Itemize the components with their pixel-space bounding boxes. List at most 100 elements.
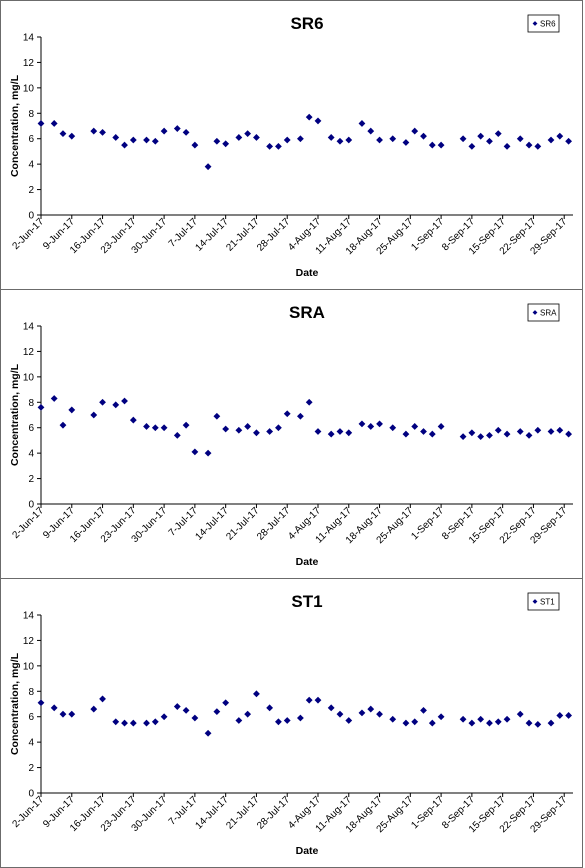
data-point [534, 142, 542, 150]
y-tick-label: 0 [28, 211, 34, 222]
data-point [244, 423, 252, 430]
data-point [50, 704, 58, 712]
data-point [90, 411, 98, 419]
data-point [173, 125, 181, 132]
data-point [143, 423, 150, 430]
data-point [99, 695, 106, 703]
data-point [129, 416, 137, 424]
data-point [173, 431, 181, 439]
data-point [402, 719, 410, 727]
data-point [565, 430, 573, 438]
y-tick-label: 10 [23, 83, 35, 94]
data-point [428, 141, 436, 149]
data-point [160, 424, 168, 432]
data-point [222, 699, 230, 707]
data-point [494, 130, 502, 138]
chart-svg-sra: SRA024681012142-Jun-179-Jun-1716-Jun-172… [9, 303, 573, 568]
data-point [534, 426, 542, 434]
data-point [411, 423, 419, 430]
data-point [486, 719, 493, 727]
data-point [420, 132, 427, 140]
data-point [275, 718, 282, 726]
y-tick-label: 14 [23, 322, 35, 333]
x-axis-label: Date [296, 267, 319, 279]
data-point [222, 140, 230, 148]
data-point [477, 433, 485, 441]
data-point [376, 710, 383, 718]
y-axis-label: Concentration, mg/L [9, 652, 21, 755]
data-point [547, 428, 555, 435]
legend-label: ST1 [540, 598, 555, 607]
data-point [173, 703, 181, 710]
data-point [129, 719, 137, 727]
data-point [516, 710, 524, 718]
data-point [182, 706, 190, 714]
data-point [283, 136, 291, 144]
data-point [204, 163, 212, 171]
y-tick-label: 10 [23, 661, 35, 672]
data-point [235, 717, 243, 724]
data-point [59, 421, 67, 429]
data-point [90, 127, 98, 135]
data-point [420, 706, 427, 714]
data-point [68, 710, 76, 718]
data-point [314, 428, 322, 435]
chart-svg-st1: ST1024681012142-Jun-179-Jun-1716-Jun-172… [9, 592, 573, 857]
data-point [305, 696, 313, 704]
y-tick-label: 12 [23, 58, 35, 69]
data-point [468, 142, 476, 150]
y-tick-label: 6 [28, 712, 34, 723]
y-tick-label: 0 [28, 500, 34, 511]
chart-panel-sr6: SR6 0 2 4 6 8 10 12 14 2-Jun-17 9-Jun-17 16-Jun-17 2… [0, 0, 583, 290]
data-point [525, 719, 533, 727]
y-tick-label: 4 [28, 738, 34, 749]
data-point [151, 137, 159, 145]
data-point [437, 713, 445, 721]
data-point [389, 424, 397, 432]
data-point [151, 718, 159, 726]
data-point [516, 135, 524, 143]
y-axis-label: Concentration, mg/L [9, 363, 21, 466]
y-tick-label: 2 [28, 474, 34, 485]
data-point [68, 406, 76, 414]
data-point [486, 431, 493, 439]
x-tick-label: 28-Jul-17 [255, 216, 293, 254]
data-point [112, 134, 120, 141]
data-point [253, 690, 260, 698]
data-point [99, 398, 106, 406]
x-tick-label: 28-Jul-17 [255, 505, 293, 543]
data-point [213, 412, 221, 420]
data-point [191, 141, 199, 149]
data-point [266, 142, 274, 150]
data-point [565, 137, 573, 145]
chart-title: ST1 [291, 592, 322, 611]
data-point [297, 412, 304, 420]
data-point [327, 134, 335, 141]
y-tick-label: 12 [23, 347, 35, 358]
data-point [556, 132, 564, 140]
y-tick-label: 8 [28, 687, 34, 698]
data-point [143, 719, 150, 727]
legend-label: SR6 [540, 20, 556, 29]
data-point [90, 705, 98, 713]
chart-title: SRA [289, 303, 325, 322]
data-point [305, 113, 313, 121]
data-point [129, 136, 137, 144]
data-point [389, 135, 397, 143]
data-point [494, 426, 502, 434]
data-point [59, 710, 67, 718]
data-point [367, 423, 375, 430]
data-point [376, 420, 383, 428]
y-tick-label: 12 [23, 636, 35, 647]
data-point [297, 135, 304, 143]
data-point [213, 137, 221, 145]
data-point [336, 710, 344, 718]
data-point [525, 141, 533, 149]
data-point [283, 717, 291, 724]
y-tick-label: 10 [23, 372, 35, 383]
data-point [411, 718, 419, 726]
data-point [402, 139, 410, 146]
data-point [428, 719, 436, 727]
legend-label: SRA [540, 309, 557, 318]
legend-box [527, 592, 560, 611]
